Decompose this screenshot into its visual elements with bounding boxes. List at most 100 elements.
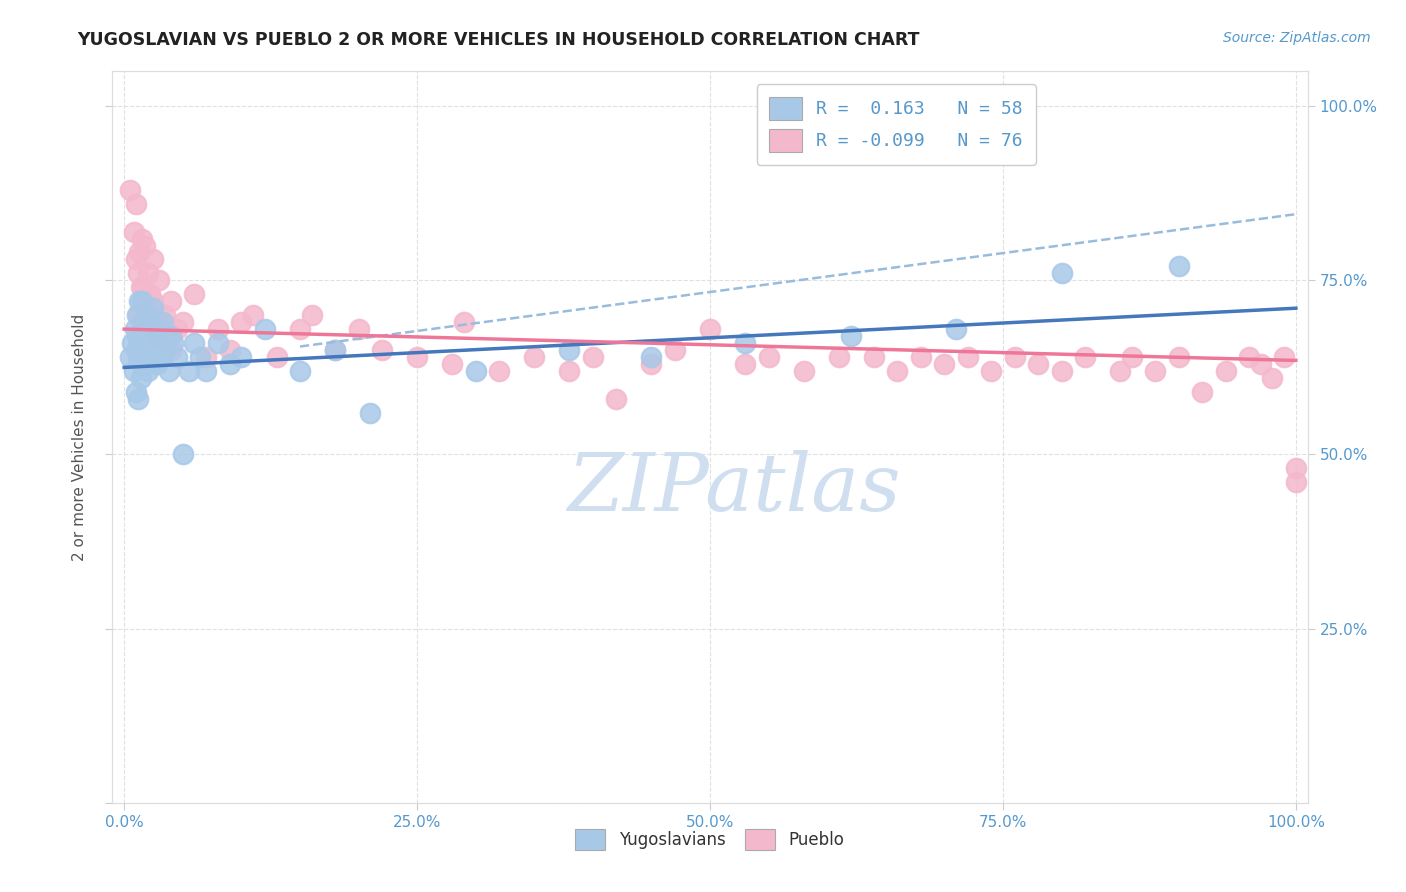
Point bbox=[734, 336, 756, 351]
Point bbox=[139, 287, 162, 301]
Point bbox=[148, 315, 170, 329]
Point bbox=[945, 322, 967, 336]
Point bbox=[188, 350, 212, 364]
Point bbox=[207, 336, 229, 351]
Point bbox=[1285, 475, 1308, 490]
Point bbox=[323, 343, 346, 357]
Point bbox=[886, 364, 908, 378]
Point bbox=[207, 322, 229, 336]
Point bbox=[125, 252, 148, 267]
Point bbox=[582, 350, 605, 364]
Point bbox=[195, 350, 218, 364]
Point bbox=[157, 364, 180, 378]
Point bbox=[406, 350, 429, 364]
Point bbox=[131, 357, 153, 371]
Point bbox=[323, 343, 346, 357]
Point bbox=[242, 308, 264, 322]
Point bbox=[142, 294, 165, 309]
Point bbox=[934, 357, 956, 371]
Point bbox=[136, 364, 159, 378]
Point bbox=[148, 273, 170, 287]
Point bbox=[135, 343, 157, 357]
Point bbox=[1237, 350, 1260, 364]
Point bbox=[131, 294, 153, 309]
Point bbox=[166, 322, 188, 336]
Point bbox=[1191, 384, 1213, 399]
Point bbox=[160, 329, 183, 343]
Point bbox=[183, 287, 205, 301]
Point bbox=[1026, 357, 1049, 371]
Point bbox=[172, 448, 194, 462]
Point bbox=[863, 350, 886, 364]
Point bbox=[146, 329, 169, 343]
Point bbox=[441, 357, 464, 371]
Point bbox=[160, 343, 183, 357]
Point bbox=[131, 231, 153, 245]
Point bbox=[127, 308, 149, 322]
Point bbox=[125, 196, 148, 211]
Text: Source: ZipAtlas.com: Source: ZipAtlas.com bbox=[1223, 31, 1371, 45]
Point bbox=[142, 301, 165, 316]
Point bbox=[177, 364, 200, 378]
Point bbox=[1167, 260, 1189, 274]
Point bbox=[605, 392, 627, 406]
Point bbox=[793, 364, 815, 378]
Point bbox=[1050, 266, 1073, 280]
Point bbox=[127, 350, 149, 364]
Point bbox=[150, 350, 173, 364]
Point bbox=[910, 350, 932, 364]
Point bbox=[253, 322, 276, 336]
Point bbox=[141, 315, 163, 329]
Point bbox=[288, 322, 311, 336]
Point bbox=[195, 364, 218, 378]
Point bbox=[1272, 350, 1295, 364]
Point bbox=[558, 364, 581, 378]
Point bbox=[1215, 364, 1237, 378]
Point bbox=[301, 308, 323, 322]
Point bbox=[122, 225, 145, 239]
Text: YUGOSLAVIAN VS PUEBLO 2 OR MORE VEHICLES IN HOUSEHOLD CORRELATION CHART: YUGOSLAVIAN VS PUEBLO 2 OR MORE VEHICLES… bbox=[77, 31, 920, 49]
Point bbox=[132, 350, 155, 364]
Point bbox=[640, 357, 662, 371]
Point bbox=[1167, 350, 1189, 364]
Point bbox=[136, 266, 159, 280]
Point bbox=[734, 357, 756, 371]
Point bbox=[132, 315, 155, 329]
Point bbox=[266, 350, 288, 364]
Point bbox=[134, 238, 156, 252]
Point bbox=[125, 343, 148, 357]
Point bbox=[218, 343, 240, 357]
Point bbox=[160, 294, 183, 309]
Point bbox=[1285, 461, 1308, 475]
Point bbox=[488, 364, 510, 378]
Point bbox=[127, 392, 149, 406]
Point bbox=[558, 343, 581, 357]
Point bbox=[183, 336, 205, 351]
Point bbox=[129, 280, 152, 294]
Point bbox=[134, 308, 156, 322]
Point bbox=[155, 308, 177, 322]
Point bbox=[1109, 364, 1132, 378]
Point bbox=[523, 350, 546, 364]
Point bbox=[218, 357, 240, 371]
Point bbox=[1074, 350, 1097, 364]
Point bbox=[347, 322, 370, 336]
Point bbox=[120, 350, 141, 364]
Point bbox=[120, 183, 141, 197]
Point bbox=[136, 322, 159, 336]
Legend: Yugoslavians, Pueblo: Yugoslavians, Pueblo bbox=[568, 822, 852, 856]
Point bbox=[758, 350, 780, 364]
Point bbox=[127, 266, 149, 280]
Point bbox=[127, 329, 149, 343]
Point bbox=[231, 315, 253, 329]
Point bbox=[453, 315, 475, 329]
Point bbox=[664, 343, 686, 357]
Point bbox=[138, 308, 160, 322]
Point bbox=[146, 357, 169, 371]
Point bbox=[142, 252, 165, 267]
Point bbox=[231, 350, 253, 364]
Point bbox=[1050, 364, 1073, 378]
Point bbox=[166, 350, 188, 364]
Point bbox=[1261, 371, 1284, 385]
Point bbox=[828, 350, 851, 364]
